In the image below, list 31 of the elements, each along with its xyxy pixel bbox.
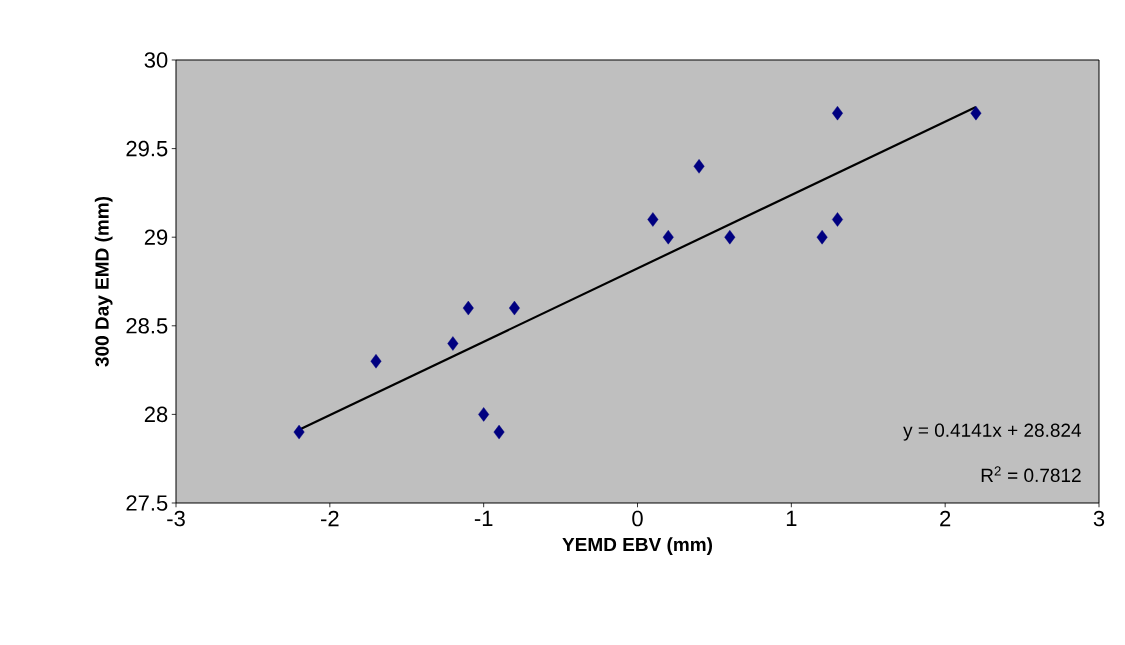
- x-tick-label: -2: [321, 510, 339, 527]
- y-axis-title: 300 Day EMD (mm): [94, 196, 113, 367]
- x-tick-label: 2: [940, 510, 951, 527]
- y-tick-label: 28.5: [126, 317, 168, 334]
- x-tick-label: 0: [632, 510, 643, 527]
- y-tick-label: 30: [144, 52, 168, 68]
- point: [293, 424, 305, 440]
- point: [662, 229, 674, 245]
- x-tick-label: 3: [1093, 510, 1105, 527]
- y-tick-label: 27.5: [126, 495, 168, 511]
- point: [462, 300, 474, 316]
- x-tick-label: 1: [786, 510, 797, 526]
- point: [816, 229, 828, 245]
- y-tick-label: 29: [144, 229, 168, 245]
- point: [647, 212, 659, 227]
- point: [493, 424, 505, 440]
- annotation: y = 0.4141x + 28.824: [903, 423, 1082, 441]
- point: [447, 336, 459, 351]
- point: [508, 300, 520, 316]
- point: [724, 229, 736, 245]
- point: [693, 159, 705, 174]
- annotation: R$^{2}$ = 0.7812: [981, 466, 1081, 483]
- x-tick-label: -1: [474, 510, 493, 526]
- point: [478, 407, 490, 422]
- y-tick-label: 28: [144, 406, 168, 423]
- x-tick-label: -3: [167, 510, 185, 527]
- point: [970, 105, 982, 121]
- y-tick-label: 29.5: [126, 140, 168, 157]
- x-axis-title: YEMD EBV (mm): [562, 537, 713, 555]
- point: [832, 212, 843, 227]
- point: [370, 354, 382, 369]
